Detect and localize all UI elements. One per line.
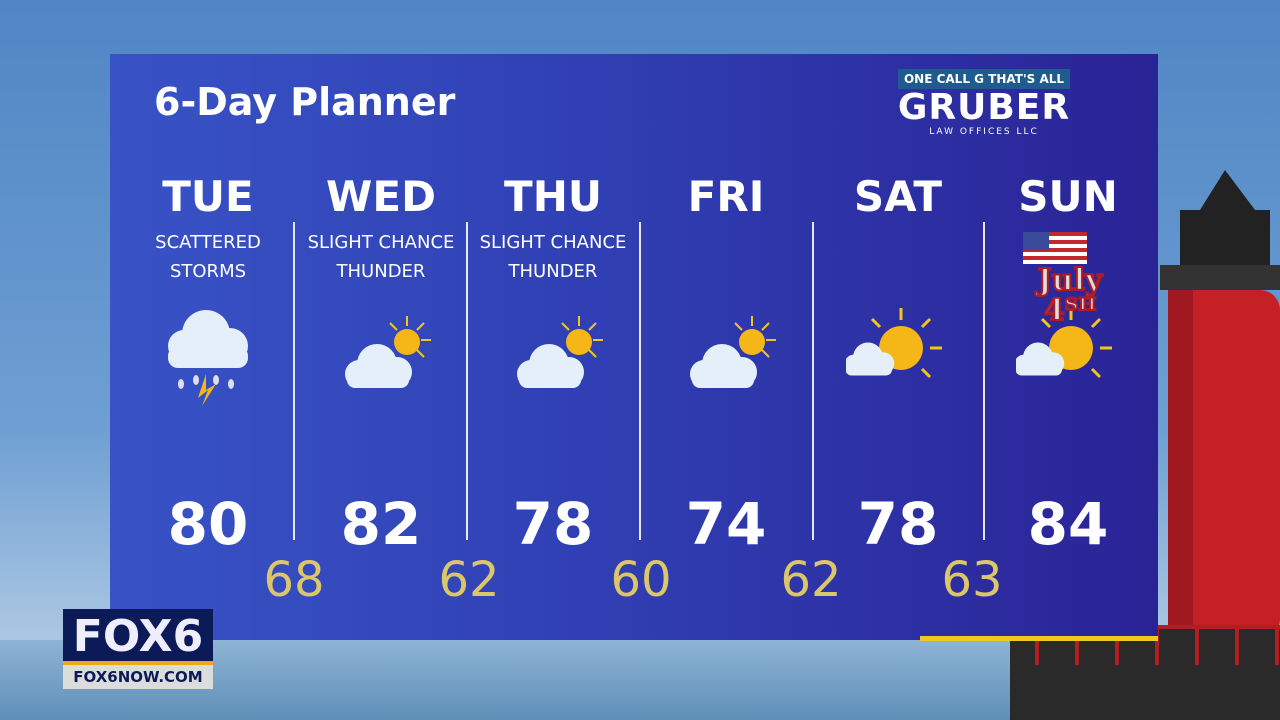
condition-text <box>640 228 812 288</box>
low-temp: 62 <box>780 552 842 608</box>
column-divider <box>983 222 985 540</box>
high-temp: 78 <box>512 490 594 558</box>
page-title: 6-Day Planner <box>154 80 456 124</box>
mostly-sunny-icon <box>1016 308 1112 379</box>
day-name: TUE <box>162 172 254 221</box>
condition-text: SCATTERED STORMS <box>155 232 261 282</box>
condition-text: SLIGHT CHANCE THUNDER <box>307 232 455 282</box>
day-name: THU <box>504 172 602 221</box>
column-divider <box>466 222 468 540</box>
column-divider <box>812 222 814 540</box>
high-temp: 82 <box>340 490 422 558</box>
partly-cloudy-icon <box>345 316 431 388</box>
day-column-tue: TUE SCATTERED STORMS 80 <box>122 172 294 558</box>
low-temp: 68 <box>263 552 325 608</box>
partly-cloudy-icon <box>690 316 776 388</box>
condition-text: SLIGHT CHANCE THUNDER <box>479 232 627 282</box>
high-temp: 80 <box>167 490 249 558</box>
day-name: SAT <box>853 172 943 221</box>
day-column-sun: SUN 84 <box>982 172 1154 558</box>
partly-cloudy-icon <box>517 316 603 388</box>
high-temp: 78 <box>857 490 939 558</box>
svg-text:July: July <box>1035 263 1104 298</box>
day-column-sat: SAT 78 <box>812 172 984 558</box>
low-temp: 60 <box>610 552 672 608</box>
july-4th-badge: July 4ᵀᴴ <box>1015 230 1125 329</box>
day-name: SUN <box>1018 172 1118 221</box>
svg-text:4ᵀᴴ: 4ᵀᴴ <box>1044 293 1096 325</box>
low-temp: 62 <box>438 552 500 608</box>
mostly-sunny-icon <box>846 308 942 379</box>
fox6-logo: FOX6 FOX6NOW.COM <box>63 609 213 693</box>
day-column-wed: WED SLIGHT CHANCE THUNDER 82 <box>295 172 467 558</box>
sponsor-tagline: ONE CALL G THAT'S ALL <box>897 69 1071 89</box>
day-column-fri: FRI 74 <box>640 172 812 558</box>
high-temp: 84 <box>1027 490 1109 558</box>
condition-text <box>812 228 984 288</box>
station-url: FOX6NOW.COM <box>63 665 213 689</box>
high-temp: 74 <box>685 490 767 558</box>
day-name: WED <box>326 172 436 221</box>
column-divider <box>639 222 641 540</box>
forecast-panel: 6-Day Planner ONE CALL G THAT'S ALL GRUB… <box>110 54 1158 641</box>
sponsor-logo: ONE CALL G THAT'S ALL GRUBER LAW OFFICES… <box>892 68 1076 137</box>
low-temp: 63 <box>941 552 1003 608</box>
thunderstorm-icon <box>168 310 248 406</box>
lighthouse-image <box>1160 170 1280 640</box>
day-name: FRI <box>687 172 765 221</box>
accent-bar <box>920 636 1158 641</box>
column-divider <box>293 222 295 540</box>
sponsor-sub: LAW OFFICES LLC <box>929 127 1039 137</box>
sponsor-name: GRUBER <box>897 87 1071 128</box>
station-logo: FOX6 <box>63 609 213 665</box>
day-column-thu: THU SLIGHT CHANCE THUNDER 78 <box>467 172 639 558</box>
